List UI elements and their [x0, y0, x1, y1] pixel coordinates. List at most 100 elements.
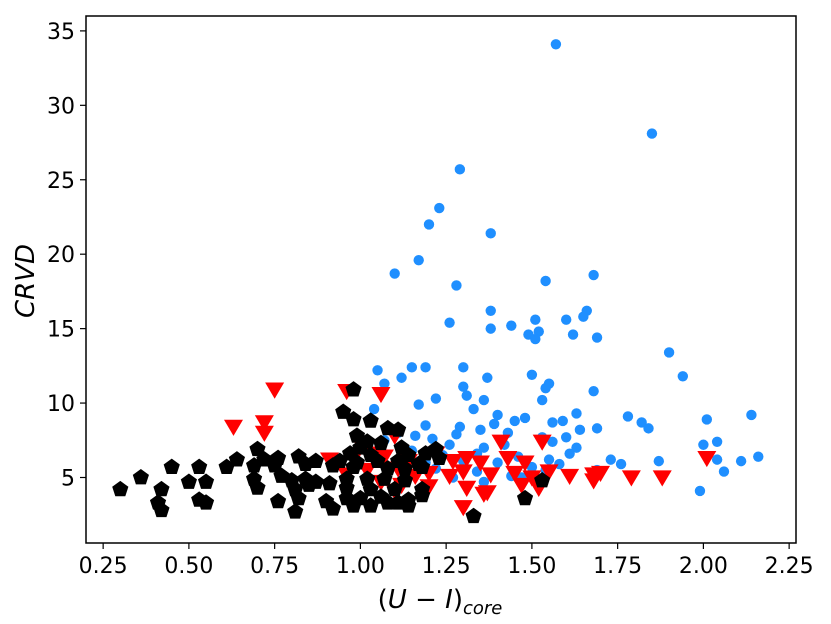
data-point-circle — [509, 415, 520, 427]
data-point-triangle — [539, 464, 559, 481]
y-tick-label: 15 — [47, 318, 75, 343]
data-point-triangle — [453, 500, 473, 517]
data-point-triangle — [223, 419, 243, 436]
data-point-triangle — [491, 434, 511, 451]
data-point-circle — [488, 418, 500, 430]
data-point-circle — [735, 455, 747, 467]
data-point-pentagon — [132, 468, 149, 485]
data-point-pentagon — [414, 458, 431, 474]
data-point-circle — [711, 454, 723, 465]
data-point-circle — [574, 424, 586, 436]
data-point-circle — [478, 476, 490, 488]
data-point-circle — [444, 317, 455, 328]
data-point-circle — [718, 466, 730, 477]
data-point-pentagon — [516, 489, 534, 506]
data-point-circle — [636, 417, 647, 428]
data-point-circle — [444, 439, 455, 450]
data-point-circle — [540, 275, 551, 287]
data-point-circle — [406, 362, 418, 373]
data-point-triangle — [374, 449, 394, 466]
data-point-circle — [591, 332, 603, 343]
data-point-triangle — [453, 464, 473, 481]
data-point-circle — [368, 403, 380, 415]
x-tick-label: 1.50 — [507, 554, 556, 579]
data-point-pentagon — [153, 501, 170, 518]
data-point-pentagon — [465, 507, 482, 524]
data-point-circle — [468, 403, 479, 415]
data-point-circle — [506, 320, 517, 331]
data-point-circle — [677, 371, 689, 382]
y-tick-label: 30 — [47, 94, 75, 119]
data-point-circle — [454, 164, 466, 175]
data-point-circle — [711, 436, 723, 447]
data-point-circle — [622, 411, 634, 422]
data-point-circle — [430, 393, 442, 404]
data-point-pentagon — [287, 503, 304, 519]
data-point-circle — [560, 314, 572, 325]
data-point-circle — [646, 128, 658, 139]
data-point-triangle — [652, 470, 672, 487]
data-point-circle — [536, 394, 548, 406]
data-point-pentagon — [369, 452, 386, 468]
y-axis-ticks: 5 10 15 20 25 30 35 — [47, 20, 86, 491]
data-point-circle — [379, 378, 390, 389]
data-point-circle — [547, 436, 558, 447]
data-point-circle — [540, 382, 551, 394]
data-point-circle — [605, 454, 616, 465]
data-point-circle — [492, 457, 503, 468]
data-point-circle — [547, 417, 558, 428]
data-point-triangle — [254, 415, 274, 432]
data-point-pentagon — [197, 473, 215, 489]
data-point-circle — [701, 414, 713, 425]
x-tick-label: 1.00 — [336, 554, 385, 579]
data-point-circle — [458, 362, 469, 373]
data-point-circle — [485, 228, 496, 239]
data-point-pentagon — [197, 494, 215, 510]
data-point-circle — [413, 254, 424, 266]
data-point-circle — [458, 381, 469, 392]
data-point-pentagon — [414, 486, 431, 503]
data-point-pentagon — [249, 440, 266, 457]
data-point-pentagon — [228, 451, 246, 467]
data-point-pentagon — [362, 412, 379, 428]
data-point-triangle — [457, 480, 477, 497]
data-point-circle — [588, 385, 599, 397]
data-point-circle — [420, 420, 431, 431]
data-point-triangle — [481, 467, 501, 484]
plot-marks — [112, 39, 764, 524]
data-point-pentagon — [379, 494, 396, 510]
data-point-pentagon — [290, 489, 307, 506]
data-point-circle — [372, 365, 383, 376]
data-point-circle — [485, 305, 496, 316]
data-point-pentagon — [362, 480, 379, 497]
data-point-circle — [550, 39, 562, 50]
data-point-triangle — [371, 387, 391, 404]
data-point-circle — [567, 329, 579, 340]
data-point-pentagon — [386, 480, 403, 497]
data-point-circle — [564, 448, 575, 459]
y-tick-label: 20 — [47, 243, 75, 268]
data-point-triangle — [512, 477, 532, 494]
data-point-triangle — [697, 451, 717, 468]
data-point-pentagon — [191, 458, 208, 474]
data-point-circle — [492, 409, 503, 421]
data-point-triangle — [515, 455, 535, 472]
data-point-pentagon — [266, 457, 283, 473]
data-point-pentagon — [431, 449, 448, 466]
x-tick-label: 0.50 — [164, 554, 213, 579]
data-point-circle — [389, 268, 400, 279]
data-point-pentagon — [218, 458, 235, 474]
data-point-circle — [482, 372, 493, 383]
data-point-triangle — [498, 451, 518, 468]
data-point-pentagon — [534, 471, 551, 488]
x-tick-label: 0.25 — [79, 554, 128, 579]
data-point-circle — [451, 429, 462, 440]
data-point-circle — [698, 439, 709, 450]
data-point-circle — [694, 485, 706, 497]
y-axis-label: CRVD — [11, 244, 41, 318]
data-point-triangle — [440, 468, 460, 486]
data-point-pentagon — [180, 473, 197, 489]
data-point-triangle — [522, 470, 542, 487]
data-point-triangle — [254, 425, 274, 442]
